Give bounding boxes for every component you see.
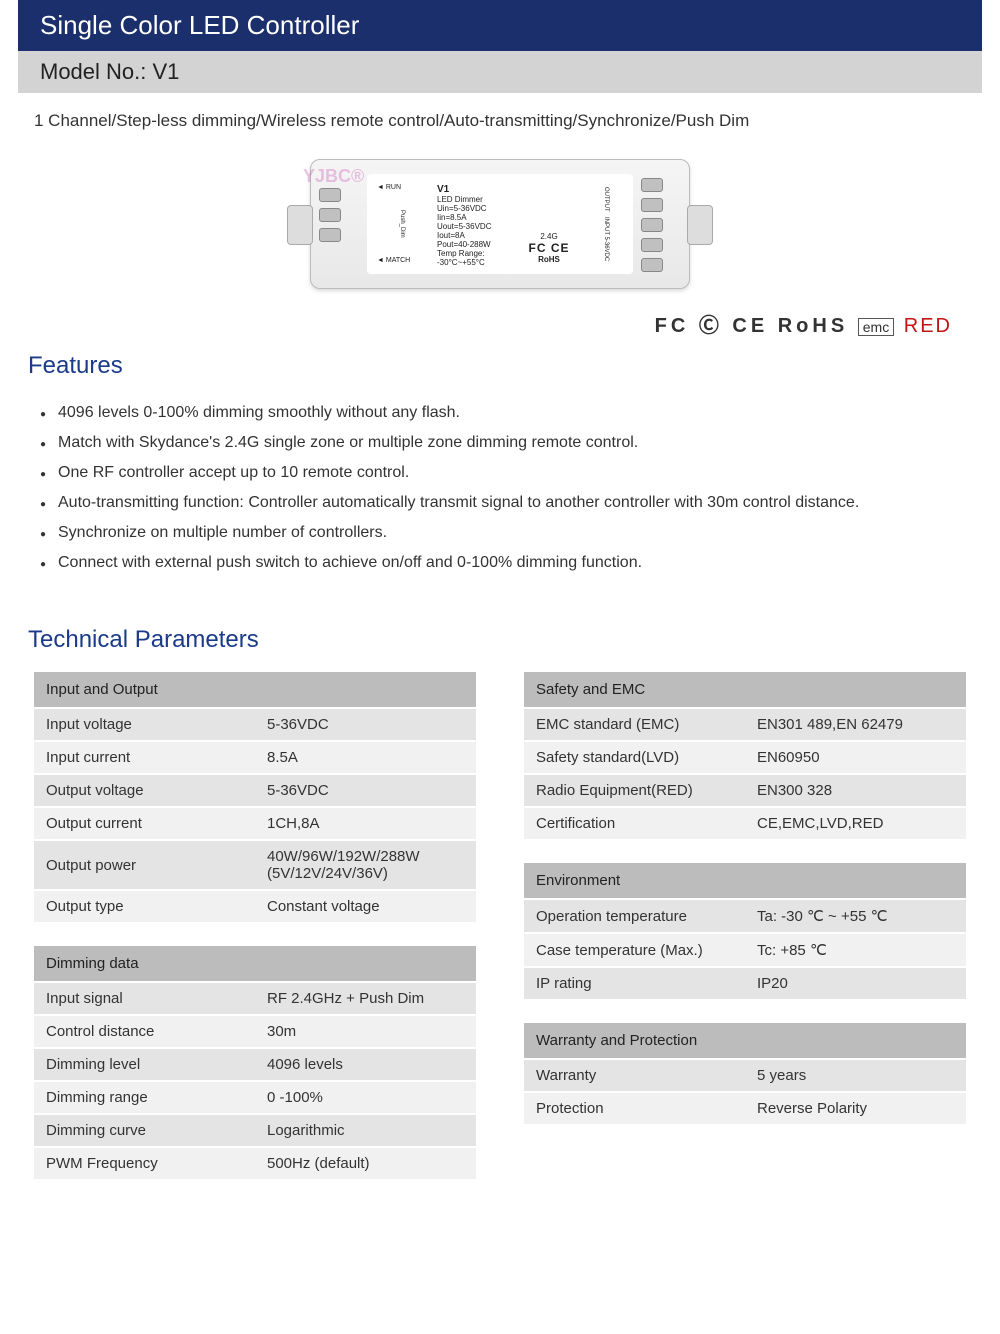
cert-inline: FC CE [529, 241, 570, 255]
page-title: Single Color LED Controller [40, 10, 359, 40]
page-title-bar: Single Color LED Controller [18, 0, 982, 51]
table-row: Safety standard(LVD)EN60950 [524, 741, 966, 774]
spec-line: Uin=5-36VDC [437, 204, 509, 213]
table-row: Dimming level4096 levels [34, 1048, 476, 1081]
table-row: Output current1CH,8A [34, 807, 476, 840]
table-row: PWM Frequency500Hz (default) [34, 1147, 476, 1179]
run-arrow: ◄ RUN [377, 184, 427, 191]
output-label: OUTPUT [603, 187, 609, 212]
feature-item: One RF controller accept up to 10 remote… [58, 458, 1000, 488]
device-subname: LED Dimmer [437, 195, 509, 204]
cert-marks: FC Ⓒ CE RoHS [655, 315, 849, 337]
table-row: EMC standard (EMC)EN301 489,EN 62479 [524, 708, 966, 741]
table-warranty: Warranty and Protection Warranty5 years … [524, 1023, 966, 1124]
feature-item: Synchronize on multiple number of contro… [58, 518, 1000, 548]
tech-params-heading: Technical Parameters [0, 618, 1000, 672]
table-header: Input and Output [34, 672, 476, 708]
push-label: Push_Dim [399, 210, 405, 238]
table-row: Control distance30m [34, 1015, 476, 1048]
table-row: Output typeConstant voltage [34, 890, 476, 922]
table-row: Output voltage5-36VDC [34, 774, 476, 807]
spec-line: Uout=5-36VDC [437, 222, 509, 231]
table-row: Radio Equipment(RED)EN300 328 [524, 774, 966, 807]
features-heading: Features [0, 344, 1000, 398]
feature-item: Connect with external push switch to ach… [58, 548, 1000, 578]
table-header: Safety and EMC [524, 672, 966, 708]
subtitle: 1 Channel/Step-less dimming/Wireless rem… [0, 111, 1000, 149]
table-row: Input signalRF 2.4GHz + Push Dim [34, 982, 476, 1015]
emc-mark: emc [858, 318, 894, 336]
table-row: ProtectionReverse Polarity [524, 1092, 966, 1124]
table-header: Warranty and Protection [524, 1023, 966, 1059]
device-model: V1 [437, 184, 509, 195]
table-header: Dimming data [34, 946, 476, 982]
table-row: Input voltage5-36VDC [34, 708, 476, 741]
spec-line: Iout=8A [437, 231, 509, 240]
table-row: CertificationCE,EMC,LVD,RED [524, 807, 966, 839]
spec-line: Pout=40-288W [437, 240, 509, 249]
certification-row: FC Ⓒ CE RoHS emc RED [0, 309, 1000, 344]
features-list: 4096 levels 0-100% dimming smoothly with… [0, 398, 1000, 618]
match-arrow: ◄ MATCH [377, 257, 427, 264]
input-label: INPUT 5-36VDC [603, 217, 609, 261]
table-row: Input current8.5A [34, 741, 476, 774]
watermark: YJBC® [303, 166, 364, 187]
freq-label: 2.4G [540, 232, 557, 241]
spec-line: Temp Range: -30°C~+55°C [437, 249, 509, 267]
params-grid: Input and Output Input voltage5-36VDC In… [0, 672, 1000, 1209]
table-row: Case temperature (Max.)Tc: +85 ℃ [524, 933, 966, 967]
table-row: Output power40W/96W/192W/288W (5V/12V/24… [34, 840, 476, 890]
table-row: Dimming curveLogarithmic [34, 1114, 476, 1147]
feature-item: 4096 levels 0-100% dimming smoothly with… [58, 398, 1000, 428]
device-drawing: YJBC® ◄ RUN Push_Dim ◄ MATCH V1 LED Dimm… [310, 159, 690, 289]
table-row: Dimming range0 -100% [34, 1081, 476, 1114]
spec-line: Iin=8.5A [437, 213, 509, 222]
params-col-left: Input and Output Input voltage5-36VDC In… [34, 672, 476, 1179]
table-header: Environment [524, 863, 966, 899]
feature-item: Auto-transmitting function: Controller a… [58, 488, 1000, 518]
table-row: Operation temperatureTa: -30 ℃ ~ +55 ℃ [524, 899, 966, 933]
rohs-inline: RoHS [538, 255, 560, 264]
params-col-right: Safety and EMC EMC standard (EMC)EN301 4… [524, 672, 966, 1179]
model-bar: Model No.: V1 [18, 51, 982, 93]
table-environment: Environment Operation temperatureTa: -30… [524, 863, 966, 999]
table-io: Input and Output Input voltage5-36VDC In… [34, 672, 476, 922]
table-row: IP ratingIP20 [524, 967, 966, 999]
red-mark: RED [904, 315, 952, 337]
table-safety: Safety and EMC EMC standard (EMC)EN301 4… [524, 672, 966, 839]
product-image: YJBC® ◄ RUN Push_Dim ◄ MATCH V1 LED Dimm… [0, 149, 1000, 309]
feature-item: Match with Skydance's 2.4G single zone o… [58, 428, 1000, 458]
table-dimming: Dimming data Input signalRF 2.4GHz + Pus… [34, 946, 476, 1179]
model-number: Model No.: V1 [40, 59, 179, 84]
table-row: Warranty5 years [524, 1059, 966, 1092]
